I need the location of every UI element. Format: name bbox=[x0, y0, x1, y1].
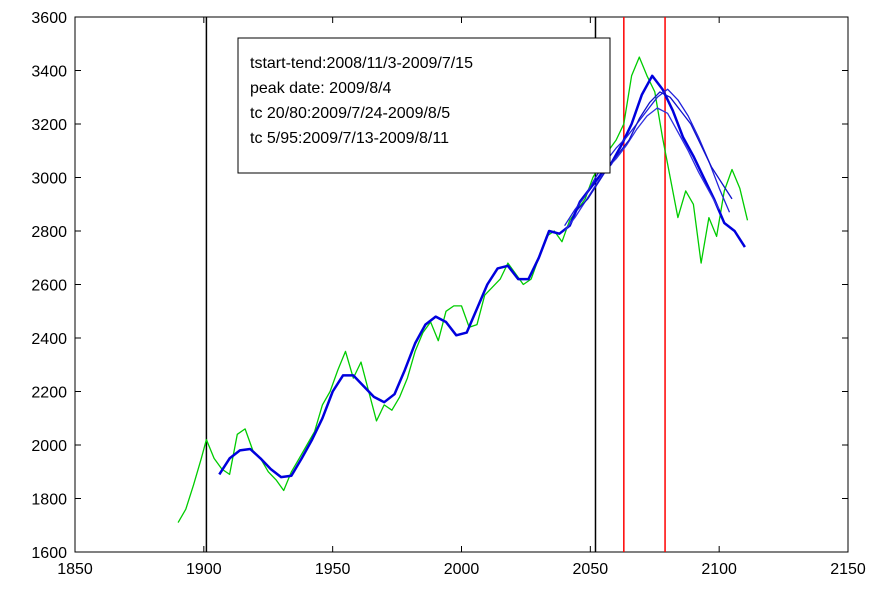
y-tick-label: 3000 bbox=[31, 171, 67, 188]
price-series-line bbox=[177, 56, 749, 523]
annotation-line: tstart-tend:2008/11/3-2009/7/15 bbox=[250, 55, 473, 72]
y-tick-label: 1800 bbox=[31, 492, 67, 509]
x-tick-label: 1900 bbox=[186, 561, 222, 578]
x-tick-label: 1850 bbox=[57, 561, 93, 578]
x-tick-label: 2100 bbox=[701, 561, 737, 578]
y-tick-label: 2600 bbox=[31, 278, 67, 295]
y-tick-label: 3600 bbox=[31, 10, 67, 27]
x-tick-label: 2050 bbox=[573, 561, 609, 578]
x-tick-label: 1950 bbox=[315, 561, 351, 578]
x-tick-label: 2150 bbox=[830, 561, 866, 578]
y-tick-label: 3200 bbox=[31, 117, 67, 134]
y-tick-label: 2200 bbox=[31, 385, 67, 402]
y-tick-label: 2800 bbox=[31, 224, 67, 241]
annotation-line: tc 20/80:2009/7/24-2009/8/5 bbox=[250, 105, 450, 122]
y-tick-label: 2000 bbox=[31, 438, 67, 455]
fit-series-line bbox=[564, 107, 720, 232]
annotation-line: tc 5/95:2009/7/13-2009/8/11 bbox=[250, 130, 449, 147]
y-tick-label: 3400 bbox=[31, 64, 67, 81]
fit-series-line bbox=[564, 88, 731, 227]
fit-series-line bbox=[577, 91, 733, 211]
series-group bbox=[177, 56, 749, 523]
y-tick-label: 1600 bbox=[31, 545, 67, 562]
y-tick-label: 2400 bbox=[31, 331, 67, 348]
annotation-box bbox=[237, 37, 611, 174]
axis-ticks: 1850 1900 1950 2000 2050 2100 2150 1600 1800 2000… bbox=[31, 10, 865, 578]
annotation-line: peak date: 2009/8/4 bbox=[250, 80, 392, 97]
fit-series-line bbox=[218, 74, 746, 479]
legend-annotation: tstart-tend:2008/11/3-2009/7/15 peak dat… bbox=[237, 37, 611, 174]
x-tick-label: 2000 bbox=[444, 561, 480, 578]
